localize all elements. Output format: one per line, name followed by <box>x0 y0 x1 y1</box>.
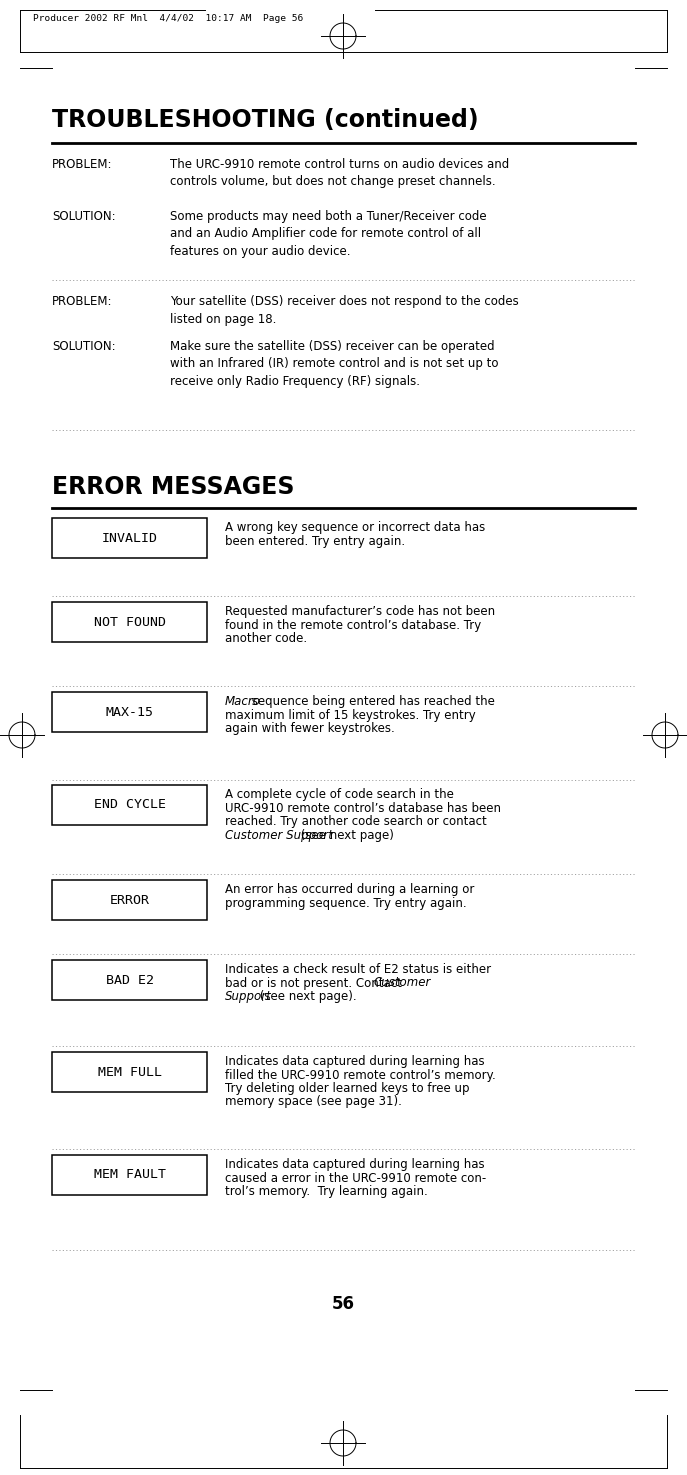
Text: filled the URC-9910 remote control’s memory.: filled the URC-9910 remote control’s mem… <box>225 1068 496 1081</box>
FancyBboxPatch shape <box>52 602 207 642</box>
Text: (see next page): (see next page) <box>297 829 394 842</box>
FancyBboxPatch shape <box>52 692 207 732</box>
FancyBboxPatch shape <box>52 1052 207 1092</box>
Text: NOT FOUND: NOT FOUND <box>93 615 166 628</box>
Text: Indicates data captured during learning has: Indicates data captured during learning … <box>225 1158 484 1171</box>
Text: MEM FULL: MEM FULL <box>98 1065 161 1078</box>
Text: Requested manufacturer’s code has not been: Requested manufacturer’s code has not be… <box>225 605 495 618</box>
Text: URC-9910 remote control’s database has been: URC-9910 remote control’s database has b… <box>225 801 501 814</box>
Text: END CYCLE: END CYCLE <box>93 798 166 811</box>
Text: Some products may need both a Tuner/Receiver code
and an Audio Amplifier code fo: Some products may need both a Tuner/Rece… <box>170 209 486 258</box>
Text: been entered. Try entry again.: been entered. Try entry again. <box>225 534 405 547</box>
Text: A complete cycle of code search in the: A complete cycle of code search in the <box>225 788 454 801</box>
Text: An error has occurred during a learning or: An error has occurred during a learning … <box>225 884 475 895</box>
Text: sequence being entered has reached the: sequence being entered has reached the <box>247 695 495 708</box>
Text: reached. Try another code search or contact: reached. Try another code search or cont… <box>225 816 487 827</box>
Text: maximum limit of 15 keystrokes. Try entry: maximum limit of 15 keystrokes. Try entr… <box>225 708 476 721</box>
Text: 56: 56 <box>332 1295 354 1313</box>
FancyBboxPatch shape <box>52 960 207 1000</box>
Text: again with fewer keystrokes.: again with fewer keystrokes. <box>225 721 395 735</box>
Text: ERROR: ERROR <box>109 894 150 907</box>
Text: Producer 2002 RF Mnl  4/4/02  10:17 AM  Page 56: Producer 2002 RF Mnl 4/4/02 10:17 AM Pag… <box>33 13 303 24</box>
Text: BAD E2: BAD E2 <box>106 974 153 987</box>
Text: memory space (see page 31).: memory space (see page 31). <box>225 1096 402 1109</box>
FancyBboxPatch shape <box>52 1155 207 1195</box>
Text: Customer: Customer <box>373 976 431 990</box>
Text: caused a error in the URC-9910 remote con-: caused a error in the URC-9910 remote co… <box>225 1171 486 1184</box>
FancyBboxPatch shape <box>52 881 207 920</box>
Text: Indicates a check result of E2 status is either: Indicates a check result of E2 status is… <box>225 963 491 976</box>
FancyBboxPatch shape <box>52 785 207 825</box>
Text: PROBLEM:: PROBLEM: <box>52 295 113 308</box>
Text: Support: Support <box>225 990 272 1003</box>
Text: MAX-15: MAX-15 <box>106 705 153 718</box>
Text: programming sequence. Try entry again.: programming sequence. Try entry again. <box>225 897 466 910</box>
Text: bad or is not present. Contact: bad or is not present. Contact <box>225 976 405 990</box>
Text: INVALID: INVALID <box>102 531 157 544</box>
Text: TROUBLESHOOTING (continued): TROUBLESHOOTING (continued) <box>52 108 479 131</box>
Text: MEM FAULT: MEM FAULT <box>93 1168 166 1181</box>
Text: A wrong key sequence or incorrect data has: A wrong key sequence or incorrect data h… <box>225 521 485 534</box>
Text: Try deleting older learned keys to free up: Try deleting older learned keys to free … <box>225 1083 469 1094</box>
Text: Make sure the satellite (DSS) receiver can be operated
with an Infrared (IR) rem: Make sure the satellite (DSS) receiver c… <box>170 341 499 388</box>
FancyBboxPatch shape <box>52 518 207 558</box>
Text: Your satellite (DSS) receiver does not respond to the codes
listed on page 18.: Your satellite (DSS) receiver does not r… <box>170 295 519 326</box>
Text: (see next page).: (see next page). <box>256 990 357 1003</box>
Text: Indicates data captured during learning has: Indicates data captured during learning … <box>225 1055 484 1068</box>
Text: The URC-9910 remote control turns on audio devices and
controls volume, but does: The URC-9910 remote control turns on aud… <box>170 158 509 189</box>
Text: trol’s memory.  Try learning again.: trol’s memory. Try learning again. <box>225 1184 428 1198</box>
Text: Customer Support: Customer Support <box>225 829 333 842</box>
Text: found in the remote control’s database. Try: found in the remote control’s database. … <box>225 618 482 631</box>
Text: PROBLEM:: PROBLEM: <box>52 158 113 171</box>
Text: SOLUTION:: SOLUTION: <box>52 209 115 223</box>
Text: ERROR MESSAGES: ERROR MESSAGES <box>52 475 295 499</box>
Text: Macro: Macro <box>225 695 261 708</box>
Text: SOLUTION:: SOLUTION: <box>52 341 115 353</box>
Text: another code.: another code. <box>225 631 307 645</box>
